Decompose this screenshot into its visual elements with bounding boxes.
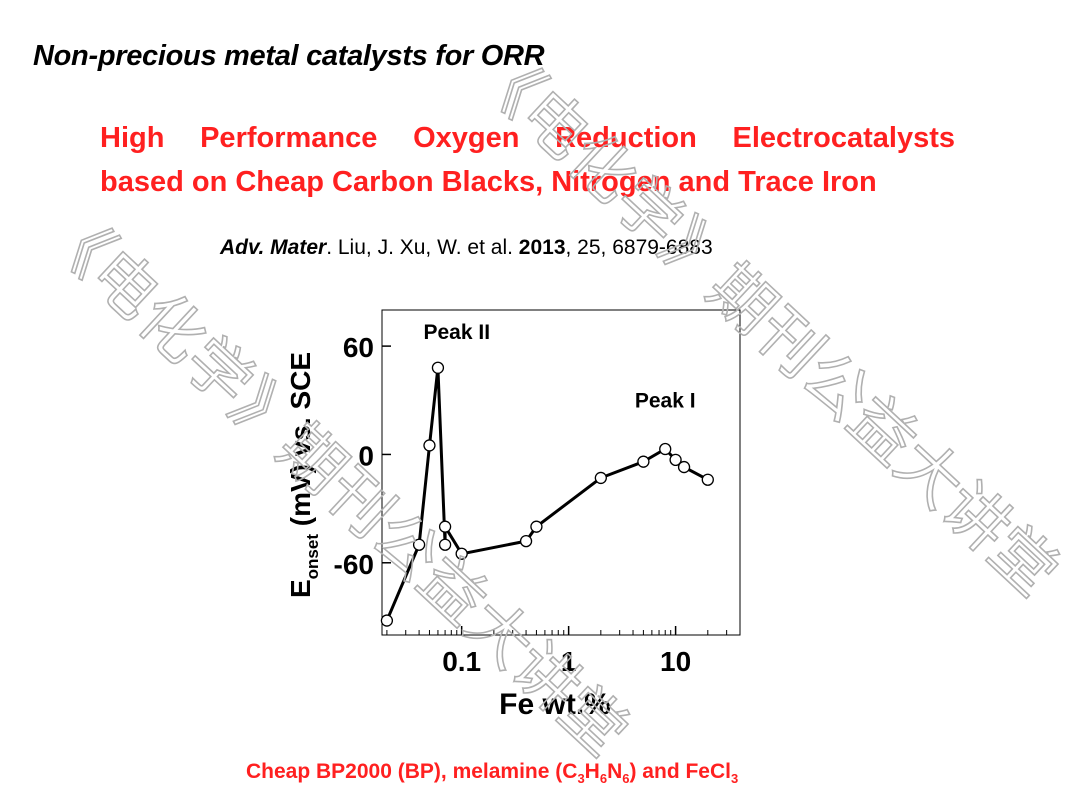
paper-title: High Performance Oxygen Reduction Electr…: [100, 116, 960, 204]
citation-rest: , 25, 6879-6883: [565, 236, 713, 259]
y-axis-label: Eonset (mV) vs. SCE: [285, 352, 322, 598]
data-point: [594, 471, 607, 485]
citation-journal: Adv. Mater: [220, 236, 327, 259]
data-point: [669, 453, 682, 467]
x-tick-label: 10: [660, 646, 691, 677]
y-tick-label: 60: [343, 332, 374, 363]
peak-label: Peak I: [635, 390, 696, 413]
citation: Adv. Mater. Liu, J. Xu, W. et al. 2013, …: [220, 236, 713, 260]
paper-title-word: Electrocatalysts: [732, 122, 955, 154]
footer-mid: ) and FeCl: [629, 760, 731, 783]
footer-note: Cheap BP2000 (BP), melamine (C3H6N6) and…: [246, 760, 738, 786]
data-point: [455, 547, 468, 560]
data-point: [530, 520, 543, 533]
data-point: [637, 455, 650, 468]
citation-authors: . Liu, J. Xu, W. et al.: [326, 236, 519, 259]
footer-sub: 3: [577, 771, 585, 787]
paper-title-word: High: [100, 122, 165, 154]
x-axis: 0.1 1 10: [386, 626, 741, 677]
data-point: [701, 473, 714, 486]
y-axis: 60 0 -60: [334, 332, 391, 580]
footer-n: N: [607, 760, 623, 783]
paper-title-line1: High Performance Oxygen Reduction Electr…: [100, 116, 955, 160]
citation-year: 2013: [518, 236, 566, 259]
footer-sub: 6: [599, 771, 608, 787]
x-axis-label: Fe wt.%: [499, 688, 611, 721]
paper-title-word: Reduction: [555, 122, 697, 154]
x-tick-label: 1: [561, 646, 577, 677]
annotations: Peak II Peak I: [423, 321, 695, 413]
onset-potential-chart: 60 0 -60 0.1 1 10 Peak II Peak I Fe wt.% Eons…: [285, 309, 741, 721]
data-point: [412, 538, 426, 551]
data-point: [431, 361, 445, 374]
data-point: [519, 534, 533, 548]
y-tick-label: 0: [358, 440, 374, 471]
footer-sub: 6: [622, 771, 630, 787]
data-point: [438, 520, 452, 533]
x-tick-label: 0.1: [442, 646, 481, 677]
data-point: [438, 538, 452, 551]
data-points: [380, 361, 714, 627]
footer-prefix: Cheap BP2000 (BP), melamine (C: [246, 760, 578, 783]
y-axis-label-main: E: [285, 579, 316, 598]
peak-label: Peak II: [423, 321, 490, 344]
plot-frame: [381, 309, 741, 636]
data-point: [659, 442, 672, 456]
footer-h: H: [584, 760, 600, 783]
paper-title-word: Oxygen: [413, 122, 520, 154]
y-axis-label-sub: onset: [303, 534, 322, 580]
data-point: [677, 460, 691, 474]
paper-title-word: Performance: [200, 122, 378, 154]
y-axis-label-rest: (mV) vs. SCE: [285, 352, 316, 534]
data-point: [423, 439, 436, 452]
y-tick-label: -60: [334, 549, 374, 580]
footer-sub: 3: [731, 771, 739, 787]
paper-title-line2: based on Cheap Carbon Blacks, Nitrogen a…: [100, 166, 877, 198]
slide-title: Non-precious metal catalysts for ORR: [33, 40, 545, 72]
data-point: [380, 614, 394, 627]
